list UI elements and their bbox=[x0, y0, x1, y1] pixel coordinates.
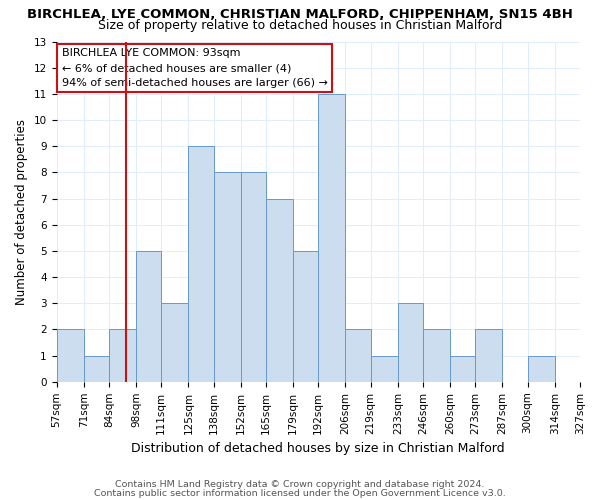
Bar bbox=[109, 330, 136, 382]
Bar bbox=[475, 330, 502, 382]
Bar bbox=[83, 356, 109, 382]
Bar bbox=[371, 356, 398, 382]
Bar bbox=[450, 356, 475, 382]
Bar bbox=[56, 330, 83, 382]
Bar bbox=[214, 172, 241, 382]
Text: BIRCHLEA LYE COMMON: 93sqm
← 6% of detached houses are smaller (4)
94% of semi-d: BIRCHLEA LYE COMMON: 93sqm ← 6% of detac… bbox=[62, 48, 328, 88]
Bar bbox=[423, 330, 450, 382]
Text: Contains HM Land Registry data © Crown copyright and database right 2024.: Contains HM Land Registry data © Crown c… bbox=[115, 480, 485, 489]
Bar bbox=[318, 94, 346, 382]
Bar bbox=[293, 251, 318, 382]
Bar bbox=[346, 330, 371, 382]
Bar bbox=[266, 198, 293, 382]
Bar bbox=[136, 251, 161, 382]
Bar bbox=[241, 172, 266, 382]
Y-axis label: Number of detached properties: Number of detached properties bbox=[15, 118, 28, 304]
Bar bbox=[527, 356, 555, 382]
Bar bbox=[398, 304, 423, 382]
Text: Contains public sector information licensed under the Open Government Licence v3: Contains public sector information licen… bbox=[94, 489, 506, 498]
Bar bbox=[188, 146, 214, 382]
Text: BIRCHLEA, LYE COMMON, CHRISTIAN MALFORD, CHIPPENHAM, SN15 4BH: BIRCHLEA, LYE COMMON, CHRISTIAN MALFORD,… bbox=[27, 8, 573, 20]
Bar bbox=[161, 304, 188, 382]
Text: Size of property relative to detached houses in Christian Malford: Size of property relative to detached ho… bbox=[98, 19, 502, 32]
X-axis label: Distribution of detached houses by size in Christian Malford: Distribution of detached houses by size … bbox=[131, 442, 505, 455]
Bar bbox=[580, 356, 600, 382]
